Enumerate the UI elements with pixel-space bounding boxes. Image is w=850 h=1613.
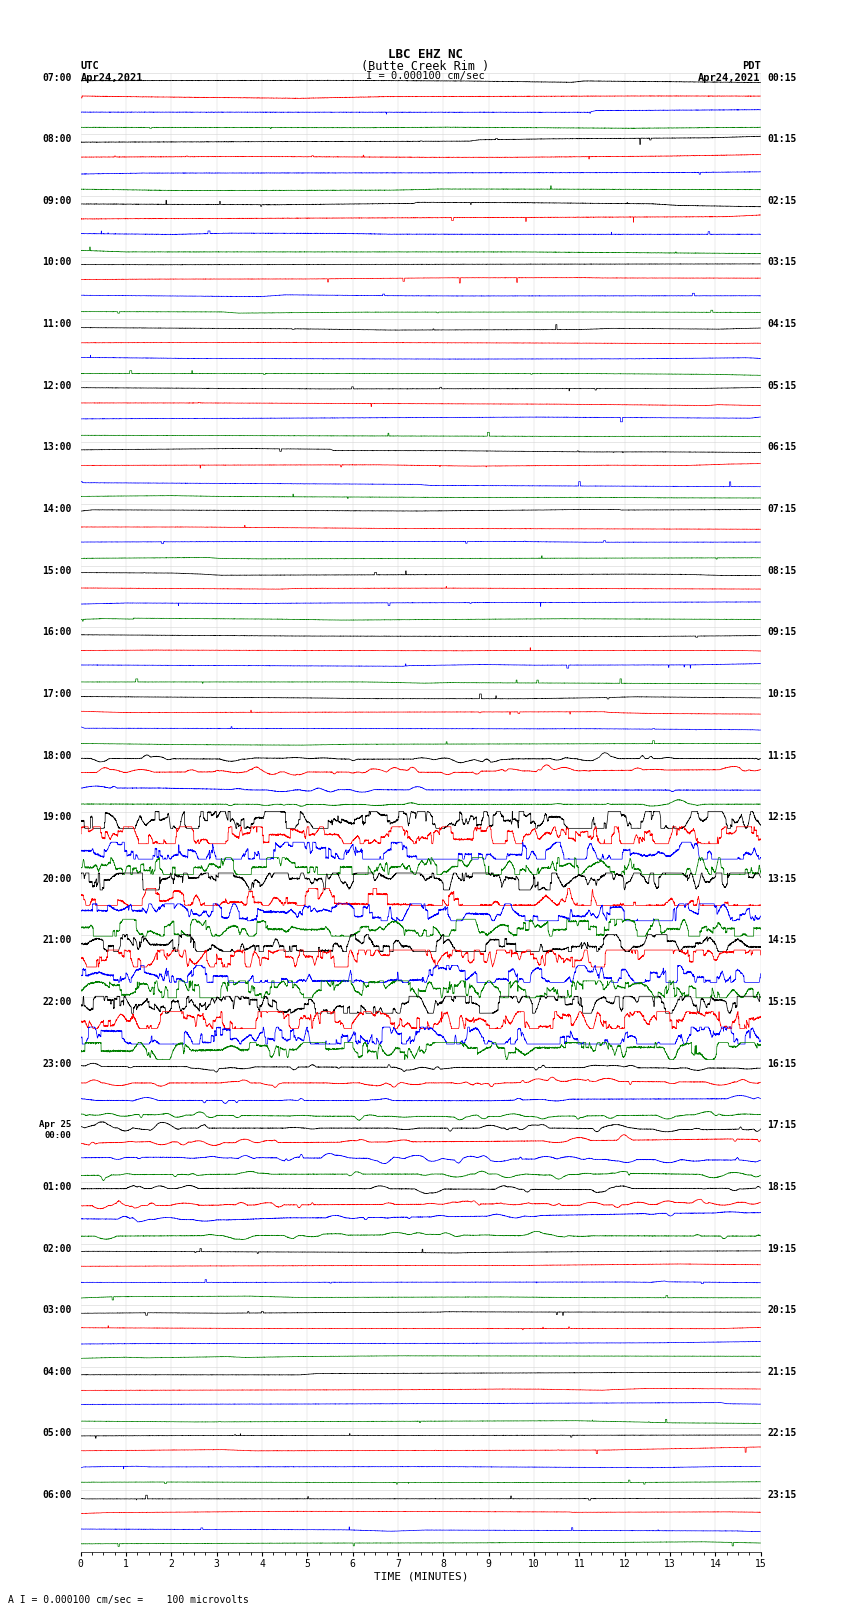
Text: 18:15: 18:15 bbox=[768, 1182, 797, 1192]
Text: 11:00: 11:00 bbox=[42, 319, 71, 329]
Text: 10:15: 10:15 bbox=[768, 689, 797, 698]
Text: A I = 0.000100 cm/sec =    100 microvolts: A I = 0.000100 cm/sec = 100 microvolts bbox=[8, 1595, 249, 1605]
Text: UTC
Apr24,2021: UTC Apr24,2021 bbox=[81, 61, 144, 82]
Text: (Butte Creek Rim ): (Butte Creek Rim ) bbox=[361, 60, 489, 73]
Text: 03:00: 03:00 bbox=[42, 1305, 71, 1315]
Text: 09:15: 09:15 bbox=[768, 627, 797, 637]
Text: 07:00: 07:00 bbox=[42, 73, 71, 82]
Text: 15:15: 15:15 bbox=[768, 997, 797, 1007]
Text: 19:00: 19:00 bbox=[42, 813, 71, 823]
Text: 00:15: 00:15 bbox=[768, 73, 797, 82]
Text: 15:00: 15:00 bbox=[42, 566, 71, 576]
Text: 06:15: 06:15 bbox=[768, 442, 797, 452]
Text: 14:00: 14:00 bbox=[42, 503, 71, 515]
Text: 17:15: 17:15 bbox=[768, 1121, 797, 1131]
Text: 12:00: 12:00 bbox=[42, 381, 71, 390]
Text: 23:15: 23:15 bbox=[768, 1490, 797, 1500]
Text: 07:15: 07:15 bbox=[768, 503, 797, 515]
Text: 12:15: 12:15 bbox=[768, 813, 797, 823]
Text: 22:15: 22:15 bbox=[768, 1429, 797, 1439]
Text: 13:00: 13:00 bbox=[42, 442, 71, 452]
Text: 13:15: 13:15 bbox=[768, 874, 797, 884]
Text: Apr 25
00:00: Apr 25 00:00 bbox=[39, 1121, 71, 1140]
Text: 08:15: 08:15 bbox=[768, 566, 797, 576]
Text: 19:15: 19:15 bbox=[768, 1244, 797, 1253]
Text: 01:15: 01:15 bbox=[768, 134, 797, 144]
Text: 14:15: 14:15 bbox=[768, 936, 797, 945]
Text: 04:00: 04:00 bbox=[42, 1366, 71, 1378]
Text: 03:15: 03:15 bbox=[768, 258, 797, 268]
Text: 11:15: 11:15 bbox=[768, 750, 797, 760]
Text: 18:00: 18:00 bbox=[42, 750, 71, 760]
Text: 05:15: 05:15 bbox=[768, 381, 797, 390]
Text: LBC EHZ NC: LBC EHZ NC bbox=[388, 48, 462, 61]
Text: 22:00: 22:00 bbox=[42, 997, 71, 1007]
Text: 20:00: 20:00 bbox=[42, 874, 71, 884]
Text: 04:15: 04:15 bbox=[768, 319, 797, 329]
Text: 20:15: 20:15 bbox=[768, 1305, 797, 1315]
Text: 01:00: 01:00 bbox=[42, 1182, 71, 1192]
Text: 16:00: 16:00 bbox=[42, 627, 71, 637]
Text: 23:00: 23:00 bbox=[42, 1058, 71, 1069]
Text: 21:00: 21:00 bbox=[42, 936, 71, 945]
Text: 08:00: 08:00 bbox=[42, 134, 71, 144]
Text: 09:00: 09:00 bbox=[42, 195, 71, 206]
Text: 17:00: 17:00 bbox=[42, 689, 71, 698]
Text: 16:15: 16:15 bbox=[768, 1058, 797, 1069]
Text: I = 0.000100 cm/sec: I = 0.000100 cm/sec bbox=[366, 71, 484, 81]
Text: 10:00: 10:00 bbox=[42, 258, 71, 268]
Text: 06:00: 06:00 bbox=[42, 1490, 71, 1500]
Text: 05:00: 05:00 bbox=[42, 1429, 71, 1439]
Text: 21:15: 21:15 bbox=[768, 1366, 797, 1378]
X-axis label: TIME (MINUTES): TIME (MINUTES) bbox=[373, 1571, 468, 1581]
Text: PDT
Apr24,2021: PDT Apr24,2021 bbox=[698, 61, 761, 82]
Text: 02:00: 02:00 bbox=[42, 1244, 71, 1253]
Text: 02:15: 02:15 bbox=[768, 195, 797, 206]
